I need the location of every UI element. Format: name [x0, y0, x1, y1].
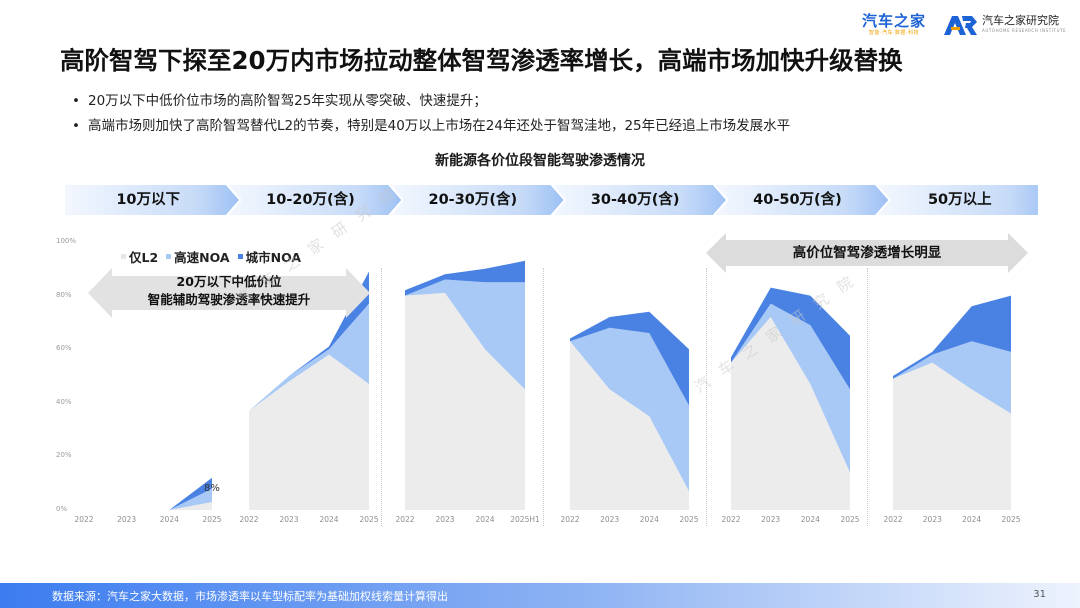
segment-chevron — [387, 184, 567, 216]
segment-chevron — [874, 184, 1038, 216]
y-tick-label: 20% — [56, 451, 72, 460]
x-tick-label: 2022 — [239, 515, 259, 524]
panel-separator — [867, 268, 868, 526]
x-tick-label: 2023 — [279, 515, 299, 524]
x-tick-label: 2022 — [74, 515, 94, 524]
legend-swatch-l2-only — [121, 254, 126, 259]
x-tick-label: 2022 — [395, 515, 415, 524]
x-tick-label: 2025H1 — [510, 515, 540, 524]
area-series-highway-noa — [893, 341, 1011, 414]
x-tick-label: 2025 — [840, 515, 860, 524]
area-series-city-noa — [731, 287, 850, 390]
callout-arrow-high-price — [706, 233, 1028, 273]
x-tick-label: 2025 — [359, 515, 379, 524]
logo-left-text: 汽车之家 — [861, 12, 926, 30]
legend-item: 高速NOA — [166, 247, 230, 266]
area-series-l2-only — [570, 341, 689, 510]
callout-arrow-low-price — [88, 268, 370, 318]
area-series-highway-noa — [249, 303, 369, 411]
area-series-highway-noa — [731, 303, 850, 473]
panel-separator — [706, 268, 707, 526]
segment-chevron — [225, 184, 404, 216]
callout-text-low-price: 20万以下中低价位 智能辅助驾驶渗透率快速提升 — [100, 273, 358, 309]
area-series-highway-noa — [570, 327, 689, 492]
x-tick-label: 2024 — [159, 515, 179, 524]
footer-bar: 数据来源：汽车之家大数据，市场渗透率以车型标配率为基础加权线索量计算得出 31 — [0, 583, 1080, 608]
segment-label: 20-30万(含) — [428, 192, 518, 208]
ar-logo-icon — [944, 16, 977, 35]
x-tick-label: 2024 — [800, 515, 820, 524]
area-series-l2-only — [249, 354, 369, 510]
x-tick-label: 2025 — [202, 515, 222, 524]
panel-separator — [381, 268, 382, 526]
page-title: 高阶智驾下探至20万内市场拉动整体智驾渗透率增长，高端市场加快升级替换 — [60, 46, 903, 75]
chart-title: 新能源各价位段智能驾驶渗透情况 — [435, 153, 645, 169]
y-tick-label: 40% — [56, 397, 72, 406]
research-institute-logo: 汽车之家研究院 AUTOHOME RESEARCH INSTITUTE — [942, 14, 1066, 36]
segment-chevron — [549, 184, 729, 216]
x-tick-label: 2025 — [1001, 515, 1021, 524]
autohome-logo: 汽车之家 智能·汽车·数据·科技 — [858, 12, 930, 37]
bullet-item: 高端市场则加快了高阶智驾替代L2的节奏，特别是40万以上市场在24年还处于智驾洼… — [72, 116, 790, 141]
y-tick-label: 60% — [56, 344, 72, 353]
segment-label: 10万以下 — [116, 192, 180, 208]
area-series-highway-noa — [84, 488, 212, 510]
y-tick-label: 0% — [56, 505, 68, 513]
legend-label: 城市NOA — [245, 250, 302, 265]
x-tick-label: 2022 — [883, 515, 903, 524]
logo-left-sub: 智能·汽车·数据·科技 — [868, 30, 920, 36]
area-series-city-noa — [893, 295, 1011, 379]
segment-label: 30-40万(含) — [590, 192, 680, 208]
area-series-city-noa — [84, 477, 212, 510]
x-tick-label: 2025 — [679, 515, 699, 524]
callout-line: 智能辅助驾驶渗透率快速提升 — [147, 292, 311, 307]
segment-label: 40-50万(含) — [753, 192, 842, 208]
page-number: 31 — [1033, 589, 1046, 600]
data-source: 数据来源：汽车之家大数据，市场渗透率以车型标配率为基础加权线索量计算得出 — [52, 590, 448, 603]
price-segment-band — [64, 184, 1038, 216]
legend-swatch-city-noa — [237, 254, 243, 259]
x-tick-label: 2024 — [319, 515, 339, 524]
bullet-item: 20万以下中低价位市场的高阶智驾25年实现从零突破、快速提升； — [72, 91, 790, 116]
x-tick-label: 2023 — [117, 515, 137, 524]
legend-item: 城市NOA — [237, 247, 302, 266]
data-label-8pct: 8% — [204, 483, 220, 494]
logo-right-text: 汽车之家研究院 — [982, 14, 1059, 27]
legend-label: 高速NOA — [174, 250, 230, 265]
x-tick-label: 2023 — [600, 515, 620, 524]
bullet-list: 20万以下中低价位市场的高阶智驾25年实现从零突破、快速提升； 高端市场则加快了… — [72, 91, 790, 141]
area-series-l2-only — [893, 362, 1011, 510]
x-tick-label: 2023 — [435, 515, 455, 524]
y-tick-label: 80% — [56, 290, 72, 299]
x-tick-label: 2023 — [761, 515, 781, 524]
segment-label: 50万以上 — [927, 192, 992, 208]
chart-legend: 仅L2 高速NOA 城市NOA — [121, 247, 309, 266]
x-tick-label: 2022 — [560, 515, 580, 524]
legend-label: 仅L2 — [129, 250, 159, 265]
area-series-l2-only — [84, 502, 212, 510]
x-tick-label: 2024 — [962, 515, 982, 524]
callout-line: 20万以下中低价位 — [176, 274, 282, 289]
segment-label: 10-20万(含) — [266, 192, 355, 208]
legend-item: 仅L2 — [121, 247, 158, 266]
x-tick-label: 2024 — [639, 515, 659, 524]
area-series-city-noa — [405, 260, 525, 296]
y-tick-label: 100% — [56, 237, 77, 245]
area-series-l2-only — [405, 292, 525, 510]
callout-text-high-price: 高价位智驾渗透增长明显 — [792, 245, 942, 261]
legend-swatch-highway-noa — [166, 254, 172, 259]
x-tick-label: 2024 — [475, 515, 495, 524]
segment-chevron — [712, 184, 891, 216]
logo-right-sub: AUTOHOME RESEARCH INSTITUTE — [982, 28, 1067, 33]
area-series-highway-noa — [405, 279, 525, 390]
x-tick-label: 2023 — [922, 515, 942, 524]
panel-separator — [543, 268, 544, 526]
area-series-l2-only — [731, 317, 850, 510]
x-tick-label: 2022 — [721, 515, 741, 524]
area-series-city-noa — [570, 311, 689, 406]
